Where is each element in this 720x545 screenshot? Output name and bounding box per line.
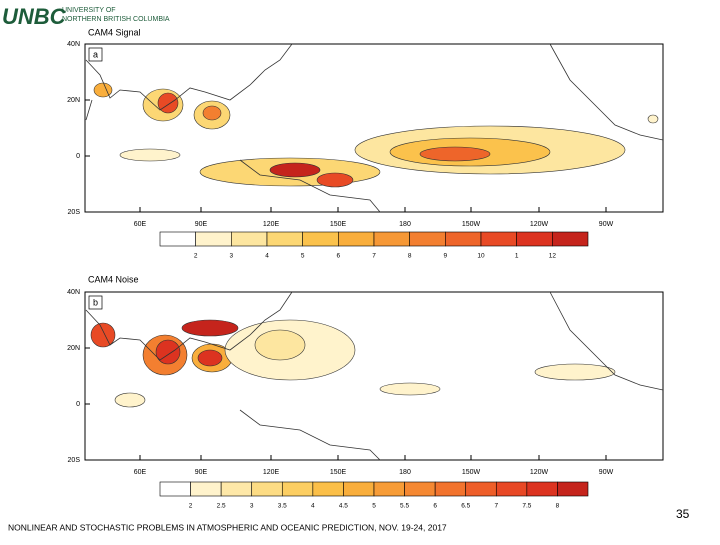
colorbar-label: 9 [444,253,448,260]
map-a [84,43,664,213]
lon-label: 120W [530,221,549,228]
colorbar-box [251,481,283,497]
panel-label-box [88,47,103,62]
colorbar-label: 12 [549,253,557,260]
colorbar-box [281,481,314,497]
panel-label: b [93,297,98,307]
colorbar-box [373,481,405,497]
colorbar-label: 5.5 [400,503,409,510]
colorbar-box [495,481,528,497]
colorbar-box [373,231,410,247]
lon-label: 60E [134,221,147,228]
colorbar-box [195,231,232,247]
colorbar-label: 3.5 [278,503,287,510]
panel-title: CAM4 Noise [88,274,139,284]
colorbar-label: 6 [337,253,341,260]
colorbar-box [526,481,558,497]
lat-label: 40N [67,289,80,296]
colorbar-label: 4 [311,503,315,510]
colorbar-box [404,481,436,497]
lon-label: 90E [195,221,208,228]
colorbar-box [302,231,339,247]
colorbar-label: 7 [372,253,376,260]
colorbar-box [480,231,517,247]
logo-line: UNIVERSITY OF [62,7,116,14]
colorbar-box [516,231,553,247]
lat-label: 40N [67,41,80,48]
colorbar-box [220,481,253,497]
lon-label: 120W [530,469,549,476]
colorbar-label: 7.5 [522,503,531,510]
map-b [84,291,664,461]
colorbar-label: 5 [372,503,376,510]
colorbar-box [338,231,375,247]
colorbar-label: 6.5 [461,503,470,510]
lat-label: 0 [76,153,80,160]
lon-label: 90E [195,469,208,476]
colorbar-box [552,231,589,247]
panel-title: CAM4 Signal [88,27,141,37]
colorbar-label: 8 [556,503,560,510]
colorbar-box [312,481,344,497]
colorbar-label: 7 [494,503,498,510]
colorbar-label: 8 [408,253,412,260]
colorbar-box [557,481,589,497]
colorbar-label: 2 [194,253,198,260]
colorbar-label: 5 [301,253,305,260]
lon-label: 120E [263,221,280,228]
colorbar-box [343,481,375,497]
lat-label: 20S [68,209,81,216]
colorbar-label: 3 [230,253,234,260]
colorbar-box [190,481,222,497]
colorbar-label: 3 [250,503,254,510]
panel-label-box [88,295,103,310]
colorbar-box [465,481,497,497]
lon-label: 150E [330,469,347,476]
colorbar-label: 4.5 [339,503,348,510]
colorbar-label: 2 [189,503,193,510]
lon-label: 90W [599,221,614,228]
lat-label: 20N [67,97,80,104]
colorbar-label: 4 [265,253,269,260]
logo-line: NORTHERN BRITISH COLUMBIA [62,16,170,23]
colorbar-box [231,231,268,247]
panel-label: a [93,49,98,59]
lon-label: 180 [399,469,411,476]
lon-label: 90W [599,469,614,476]
lon-label: 150W [462,221,481,228]
lon-label: 150E [330,221,347,228]
colorbar-box [434,481,467,497]
lon-label: 180 [399,221,411,228]
colorbar-box [445,231,482,247]
lat-label: 0 [76,401,80,408]
footer: NONLINEAR AND STOCHASTIC PROBLEMS IN ATM… [8,522,447,532]
logo-mark: UNBC [2,4,67,29]
colorbar-box [159,231,196,247]
lon-label: 60E [134,469,147,476]
lon-label: 150W [462,469,481,476]
colorbar-label: 1 [515,253,519,260]
colorbar-box [159,481,191,497]
colorbar-box [409,231,446,247]
lat-label: 20N [67,345,80,352]
colorbar-label: 6 [433,503,437,510]
lat-label: 20S [68,457,81,464]
colorbar-box [266,231,303,247]
colorbar-label: 10 [477,253,485,260]
lon-label: 120E [263,469,280,476]
page-number: 35 [676,507,690,521]
colorbar-label: 2.5 [217,503,226,510]
